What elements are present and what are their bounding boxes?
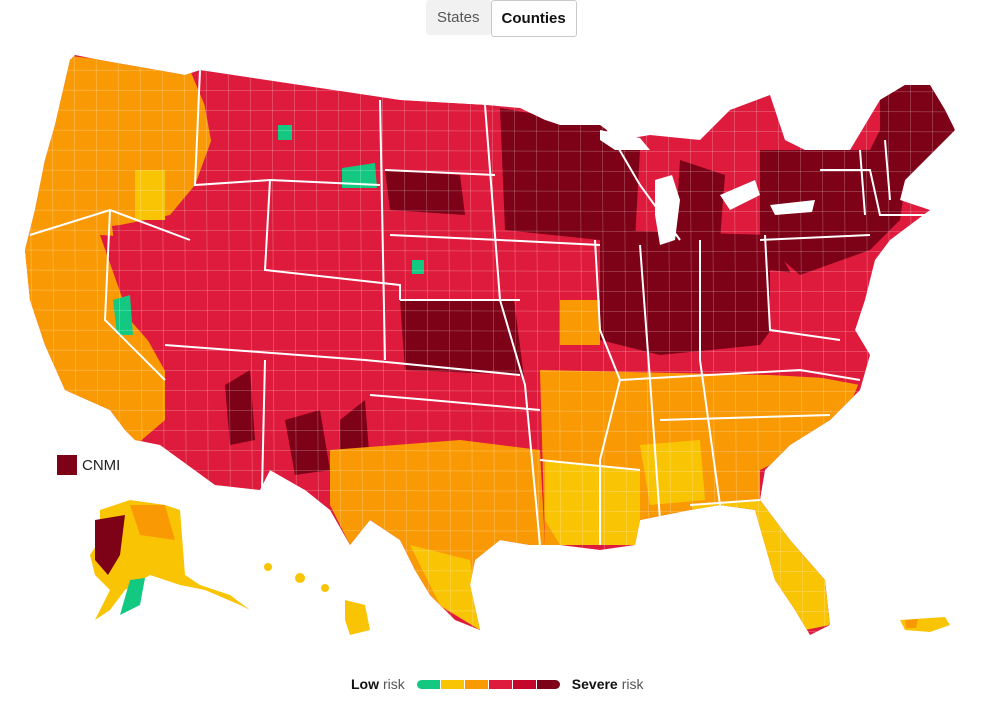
legend-low-suffix: risk [383,676,405,692]
region-central-plains [385,170,465,215]
great-lakes [600,130,815,245]
county-border-line [777,55,782,635]
state-border-line [379,99,386,361]
state-border-line [164,344,521,376]
county-border-line [25,629,955,633]
state-border-line [639,244,661,521]
legend-low-label: Low [351,676,379,692]
state-border-line [759,234,871,241]
legend-swatch-substantial [464,679,488,689]
state-borders [29,69,930,546]
county-border-line [25,149,955,153]
county-border-line [29,55,34,635]
state-hawaii [264,563,370,635]
region-gulf-coast [545,460,640,545]
cnmi-legend: CNMI [57,455,120,475]
region-pacific-northwest [25,55,215,235]
region-northeast [880,80,950,160]
county-border-line [25,209,955,213]
legend-swatch-high [488,679,512,689]
county-border-line [25,249,955,253]
region-low-spot [412,260,424,274]
legend-swatch-severe [536,679,560,689]
alaska-low-area [120,578,145,615]
state-border-line [384,169,496,176]
legend-severe-label: Severe [571,676,618,692]
state-border-line [29,208,191,241]
region-midwest [505,230,600,385]
region-gulf-coast [410,545,480,630]
region-great-basin [100,235,190,360]
county-border-line [25,169,955,173]
state-border-line [764,234,841,341]
state-border-line [689,499,761,506]
county-border-line [25,369,955,373]
legend-color-scale [416,679,560,689]
state-border-line [859,149,866,216]
region-low-spot [113,295,133,335]
state-border-line [539,459,641,471]
region-mid-atlantic [770,270,870,385]
region-texas [330,440,545,630]
state-border-line [659,414,831,421]
region-high-spot [560,300,600,345]
county-border-line [601,55,606,635]
legend-swatch-moderate [440,679,464,689]
state-border-line [263,179,401,300]
county-border-line [25,389,955,393]
county-border-line [469,55,474,635]
region-low-spot [342,163,377,188]
state-border-line [820,169,930,216]
region-low-spot [278,125,292,140]
region-high-spot [135,170,165,220]
county-border-line [25,329,955,333]
region-gulf-coast [640,440,705,505]
county-border-line [0,50,997,52]
county-border-line [25,189,955,193]
region-florida [690,500,830,630]
state-border-line [261,359,266,491]
county-border-line [953,55,955,635]
state-border-line [619,368,861,381]
county-border-line [25,609,955,613]
county-border-line [25,349,955,353]
legend-severe-suffix: risk [621,676,644,692]
hawaii-island [345,600,370,635]
hawaii-island [264,563,272,571]
region-central-plains [400,300,525,375]
county-border-line [25,589,955,593]
state-border-line [103,209,166,381]
cnmi-swatch [57,455,77,475]
alaska-severe-area [95,515,125,575]
counties-toggle-button[interactable]: Counties [490,0,577,37]
state-border-line [699,240,721,506]
state-border-line [389,234,601,246]
hawaii-island [321,584,329,592]
county-border-line [25,309,955,313]
county-border-line [447,55,452,635]
region-four-corners [225,370,255,445]
state-border-line [369,394,541,411]
view-toggle: States Counties [426,0,577,37]
legend-swatch-low [416,679,440,689]
states-toggle-button[interactable]: States [426,0,491,35]
state-border-line [193,69,381,187]
state-border-line [884,139,891,201]
county-border-line [403,55,408,635]
region-upper-midwest [500,108,640,250]
puerto-rico-high-area [905,619,918,628]
cnmi-label: CNMI [82,456,121,474]
legend-swatch-very-high [512,679,536,689]
alaska-substantial-area [130,505,175,540]
state-alaska [90,500,250,620]
hawaii-island [295,573,305,583]
state-border-line [484,104,541,546]
risk-legend: Low risk Severe risk [351,676,644,692]
county-border-line [425,55,430,635]
county-border-line [25,409,955,413]
